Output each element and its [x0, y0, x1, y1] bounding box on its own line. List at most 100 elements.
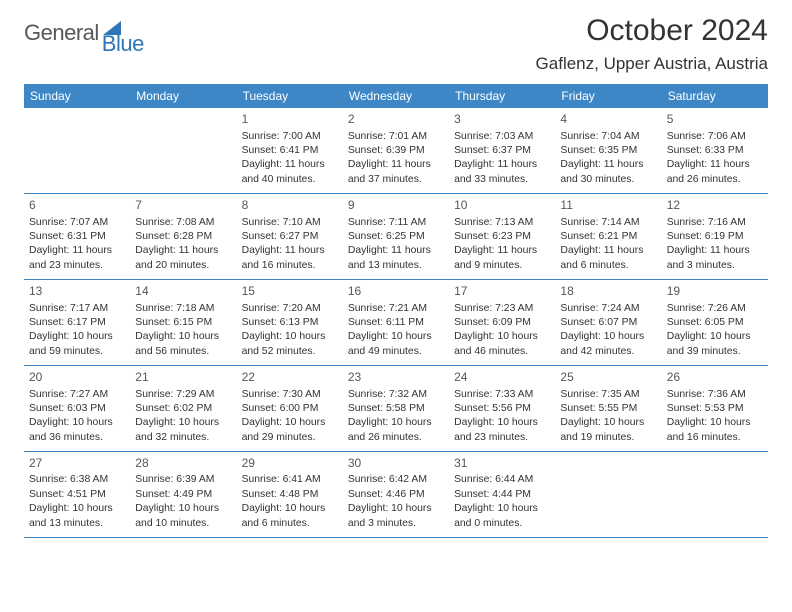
daylight-text: Daylight: 11 hours	[348, 158, 444, 172]
day-number: 3	[454, 111, 550, 128]
sunset-text: Sunset: 5:58 PM	[348, 402, 444, 416]
empty-cell	[662, 452, 768, 537]
day-number: 6	[29, 197, 125, 214]
day-number: 7	[135, 197, 231, 214]
day-cell: 15Sunrise: 7:20 AMSunset: 6:13 PMDayligh…	[237, 280, 343, 365]
day-number: 10	[454, 197, 550, 214]
sunset-text: Sunset: 6:13 PM	[242, 316, 338, 330]
sunset-text: Sunset: 5:55 PM	[560, 402, 656, 416]
sunset-text: Sunset: 4:44 PM	[454, 488, 550, 502]
sunrise-text: Sunrise: 7:23 AM	[454, 302, 550, 316]
day-cell: 24Sunrise: 7:33 AMSunset: 5:56 PMDayligh…	[449, 366, 555, 451]
sunset-text: Sunset: 6:09 PM	[454, 316, 550, 330]
month-title: October 2024	[536, 14, 768, 48]
daylight-text: and 6 minutes.	[560, 259, 656, 273]
day-number: 29	[242, 455, 338, 472]
sunrise-text: Sunrise: 7:32 AM	[348, 388, 444, 402]
day-cell: 4 Sunrise: 7:04 AMSunset: 6:35 PMDaylight…	[555, 108, 661, 193]
daylight-text: Daylight: 11 hours	[242, 244, 338, 258]
daylight-text: and 6 minutes.	[242, 517, 338, 531]
daylight-text: Daylight: 10 hours	[560, 330, 656, 344]
sunrise-text: Sunrise: 7:24 AM	[560, 302, 656, 316]
daylight-text: and 56 minutes.	[135, 345, 231, 359]
sunset-text: Sunset: 6:15 PM	[135, 316, 231, 330]
day-number: 19	[667, 283, 763, 300]
sunrise-text: Sunrise: 7:27 AM	[29, 388, 125, 402]
sunrise-text: Sunrise: 7:26 AM	[667, 302, 763, 316]
day-number: 25	[560, 369, 656, 386]
sunset-text: Sunset: 6:37 PM	[454, 144, 550, 158]
day-cell: 29Sunrise: 6:41 AMSunset: 4:48 PMDayligh…	[237, 452, 343, 537]
day-cell: 27Sunrise: 6:38 AMSunset: 4:51 PMDayligh…	[24, 452, 130, 537]
day-cell: 25 Sunrise: 7:35 AMSunset: 5:55 PMDayligh…	[555, 366, 661, 451]
empty-cell	[24, 108, 130, 193]
day-cell: 12Sunrise: 7:16 AMSunset: 6:19 PMDayligh…	[662, 194, 768, 279]
weekday-header: Monday	[130, 84, 236, 108]
daylight-text: and 19 minutes.	[560, 431, 656, 445]
day-number: 4	[560, 111, 656, 128]
sunrise-text: Sunrise: 7:11 AM	[348, 216, 444, 230]
daylight-text: Daylight: 10 hours	[560, 416, 656, 430]
sunrise-text: Sunrise: 7:14 AM	[560, 216, 656, 230]
daylight-text: Daylight: 10 hours	[135, 416, 231, 430]
daylight-text: and 20 minutes.	[135, 259, 231, 273]
sunrise-text: Sunrise: 7:33 AM	[454, 388, 550, 402]
daylight-text: Daylight: 11 hours	[135, 244, 231, 258]
sunrise-text: Sunrise: 7:21 AM	[348, 302, 444, 316]
day-cell: 2Sunrise: 7:01 AMSunset: 6:39 PMDaylight…	[343, 108, 449, 193]
day-number: 31	[454, 455, 550, 472]
day-number: 12	[667, 197, 763, 214]
weekday-header-row: Sunday Monday Tuesday Wednesday Thursday…	[24, 84, 768, 108]
sunset-text: Sunset: 6:39 PM	[348, 144, 444, 158]
calendar-grid: Sunday Monday Tuesday Wednesday Thursday…	[24, 84, 768, 538]
day-cell: 11Sunrise: 7:14 AMSunset: 6:21 PMDayligh…	[555, 194, 661, 279]
daylight-text: Daylight: 11 hours	[454, 158, 550, 172]
daylight-text: and 26 minutes.	[667, 173, 763, 187]
daylight-text: Daylight: 11 hours	[29, 244, 125, 258]
daylight-text: Daylight: 10 hours	[667, 330, 763, 344]
sunset-text: Sunset: 6:11 PM	[348, 316, 444, 330]
day-number: 14	[135, 283, 231, 300]
sunrise-text: Sunrise: 7:03 AM	[454, 130, 550, 144]
sunrise-text: Sunrise: 7:07 AM	[29, 216, 125, 230]
sunrise-text: Sunrise: 6:44 AM	[454, 473, 550, 487]
daylight-text: Daylight: 11 hours	[454, 244, 550, 258]
daylight-text: and 52 minutes.	[242, 345, 338, 359]
daylight-text: and 59 minutes.	[29, 345, 125, 359]
daylight-text: Daylight: 10 hours	[29, 416, 125, 430]
daylight-text: and 30 minutes.	[560, 173, 656, 187]
sunrise-text: Sunrise: 7:36 AM	[667, 388, 763, 402]
daylight-text: Daylight: 10 hours	[454, 416, 550, 430]
day-number: 18	[560, 283, 656, 300]
day-number: 26	[667, 369, 763, 386]
week-row: 6Sunrise: 7:07 AMSunset: 6:31 PMDaylight…	[24, 194, 768, 280]
day-number: 16	[348, 283, 444, 300]
sunset-text: Sunset: 6:21 PM	[560, 230, 656, 244]
weekday-header: Tuesday	[237, 84, 343, 108]
day-cell: 13Sunrise: 7:17 AMSunset: 6:17 PMDayligh…	[24, 280, 130, 365]
daylight-text: and 46 minutes.	[454, 345, 550, 359]
sunrise-text: Sunrise: 7:18 AM	[135, 302, 231, 316]
sunrise-text: Sunrise: 7:00 AM	[242, 130, 338, 144]
day-cell: 6Sunrise: 7:07 AMSunset: 6:31 PMDaylight…	[24, 194, 130, 279]
sunset-text: Sunset: 6:35 PM	[560, 144, 656, 158]
day-cell: 14Sunrise: 7:18 AMSunset: 6:15 PMDayligh…	[130, 280, 236, 365]
sunrise-text: Sunrise: 7:35 AM	[560, 388, 656, 402]
day-number: 20	[29, 369, 125, 386]
daylight-text: and 36 minutes.	[29, 431, 125, 445]
daylight-text: Daylight: 11 hours	[560, 158, 656, 172]
sunset-text: Sunset: 5:56 PM	[454, 402, 550, 416]
sunset-text: Sunset: 6:28 PM	[135, 230, 231, 244]
sunset-text: Sunset: 5:53 PM	[667, 402, 763, 416]
sunrise-text: Sunrise: 7:04 AM	[560, 130, 656, 144]
week-row: 13Sunrise: 7:17 AMSunset: 6:17 PMDayligh…	[24, 280, 768, 366]
daylight-text: Daylight: 10 hours	[454, 502, 550, 516]
day-number: 23	[348, 369, 444, 386]
sunrise-text: Sunrise: 7:20 AM	[242, 302, 338, 316]
daylight-text: Daylight: 11 hours	[667, 158, 763, 172]
week-row: 20Sunrise: 7:27 AMSunset: 6:03 PMDayligh…	[24, 366, 768, 452]
daylight-text: and 33 minutes.	[454, 173, 550, 187]
brand-text-blue: Blue	[102, 31, 144, 57]
day-number: 8	[242, 197, 338, 214]
daylight-text: and 16 minutes.	[667, 431, 763, 445]
